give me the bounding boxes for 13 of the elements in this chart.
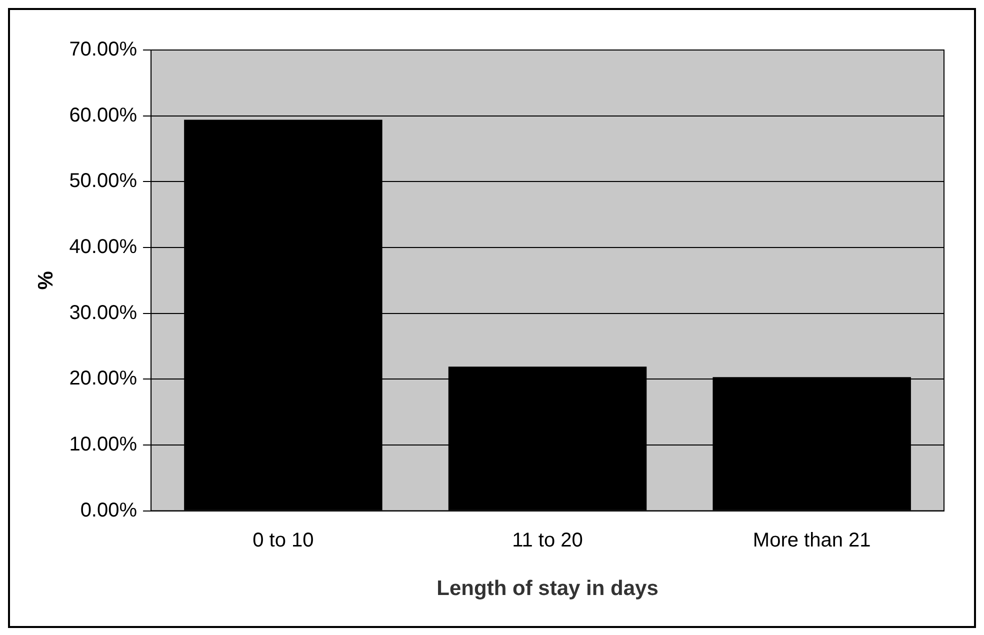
y-tick-label: 60.00% bbox=[69, 104, 138, 126]
y-tick-label: 70.00% bbox=[69, 38, 138, 61]
y-tick-label: 50.00% bbox=[69, 170, 138, 192]
x-tick-label: 0 to 10 bbox=[252, 529, 314, 552]
y-axis-title: % bbox=[34, 270, 58, 290]
y-tick-label: 40.00% bbox=[69, 236, 138, 258]
y-tick-label: 0.00% bbox=[80, 499, 138, 522]
y-tick-label: 20.00% bbox=[69, 368, 138, 390]
y-tick-label: 30.00% bbox=[69, 302, 138, 324]
y-tick-label: 10.00% bbox=[69, 433, 138, 456]
x-tick-label: 11 to 20 bbox=[512, 529, 583, 552]
x-axis-title: Length of stay in days bbox=[436, 577, 658, 600]
x-tick-label: More than 21 bbox=[752, 529, 871, 552]
